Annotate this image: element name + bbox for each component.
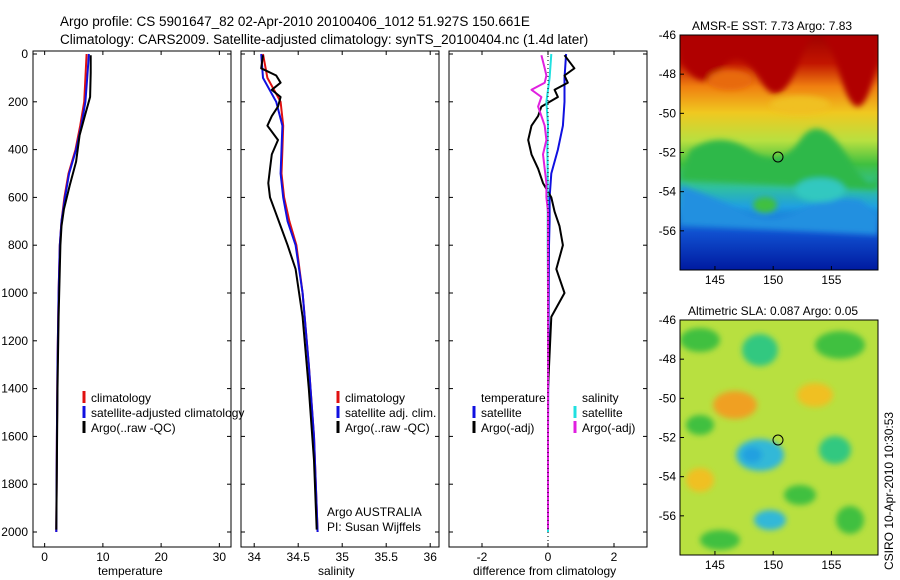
legend-label-argo: Argo(..raw -QC) [91,421,176,435]
difference-legend: temperature satellite Argo(-adj) salinit… [472,391,635,435]
series-line-satellite-adjusted-climatology [55,53,90,533]
map-lat-label: -46 [659,28,677,42]
sst-argo-marker [772,151,784,163]
timestamp-stamp: CSIRO 10-Apr-2010 10:30:53 [882,412,896,570]
temperature-axis-label: temperature [98,564,163,578]
difference-axis-label: difference from climatology [473,564,616,578]
sst-map [680,35,878,270]
map-lon-label: 155 [821,273,841,287]
temperature-legend: climatology satellite-adjusted climatolo… [82,391,244,435]
legend-label-sal-satellite: satellite [582,406,623,420]
map-lon-label: 150 [763,273,783,287]
sst-map-ticks: -46 -48 -50 -52 -54 -56 145 150 155 [659,28,842,287]
salinity-legend: climatology satellite adj. clim. Argo(..… [327,391,436,534]
header-line-1: Argo profile: CS 5901647_82 02-Apr-2010 … [60,14,530,29]
sla-map-title: Altimetric SLA: 0.087 Argo: 0.05 [688,304,858,318]
legend-label-satellite: satellite-adjusted climatology [91,406,244,420]
x-tick-label: 34.5 [287,550,311,564]
sst-map-title: AMSR-E SST: 7.73 Argo: 7.83 [692,19,852,33]
series-line-argo-raw-qc [55,55,92,530]
profile-curves [55,53,576,533]
map-lon-label: 155 [821,558,841,572]
depth-tick-label: 200 [8,95,28,109]
map-lat-label: -48 [659,67,677,81]
credit-line-1: Argo AUSTRALIA [327,505,422,519]
map-lat-label: -54 [659,185,677,199]
x-tick-label: 20 [154,550,168,564]
map-lat-label: -52 [659,146,677,160]
legend-label-sal-argo: Argo(-adj) [582,421,635,435]
salinity-axis-label: salinity [318,564,355,578]
legend-label-temp-argo: Argo(-adj) [481,421,534,435]
x-tick-label: 35.5 [375,550,399,564]
depth-tick-label: 1000 [1,286,28,300]
x-tick-label: 30 [213,550,227,564]
x-tick-label: 34 [248,550,262,564]
depth-tick-label: 1600 [1,429,28,443]
header-line-2: Climatology: CARS2009. Satellite-adjuste… [60,32,589,47]
map-lat-label: -56 [659,224,677,238]
salinity-panel-frame [240,50,440,548]
sla-map [680,320,878,555]
map-lat-label: -50 [659,106,677,120]
depth-tick-label: 1200 [1,334,28,348]
map-lon-label: 150 [763,558,783,572]
map-lon-label: 145 [705,558,725,572]
legend-label-satellite: satellite adj. clim. [345,406,436,420]
legend-label-argo: Argo(..raw -QC) [345,421,430,435]
depth-tick-label: 800 [8,238,28,252]
legend-label-climatology: climatology [91,391,151,405]
legend-label-temp-satellite: satellite [481,406,522,420]
credit-line-2: PI: Susan Wijffels [327,520,421,534]
x-tick-label: -2 [477,550,488,564]
series-line-satellite-adj-clim [260,53,319,533]
map-lon-label: 145 [705,273,725,287]
depth-tick-label: 2000 [1,525,28,539]
series-line-argo-raw-qc [260,55,318,530]
x-tick-label: 0 [545,550,552,564]
legend-title-salinity: salinity [582,391,619,405]
series-line-climatology [262,53,319,533]
depth-tick-label: 1400 [1,382,28,396]
map-lat-label: -54 [659,470,677,484]
sla-argo-marker [772,434,784,446]
depth-tick-label: 400 [8,143,28,157]
depth-tick-label: 600 [8,190,28,204]
map-lat-label: -52 [659,431,677,445]
depth-tick-label: 0 [21,47,28,61]
map-lat-label: -46 [659,313,677,327]
figure-header: Argo profile: CS 5901647_82 02-Apr-2010 … [60,13,588,49]
series-line-temperature-argo-adj [527,54,576,530]
map-lat-label: -56 [659,509,677,523]
sla-map-ticks: -46 -48 -50 -52 -54 -56 145 150 155 [659,313,842,572]
temperature-panel-frame [32,50,232,548]
legend-label-climatology: climatology [345,391,405,405]
series-line-salinity-argo-adj [530,54,549,530]
x-tick-label: 2 [611,550,618,564]
depth-tick-label: 1800 [1,477,28,491]
x-tick-label: 0 [41,550,48,564]
x-tick-label: 35 [336,550,350,564]
map-lat-label: -48 [659,352,677,366]
legend-title-temperature: temperature [481,391,546,405]
x-tick-label: 36 [424,550,438,564]
map-lat-label: -50 [659,391,677,405]
x-tick-label: 10 [96,550,110,564]
